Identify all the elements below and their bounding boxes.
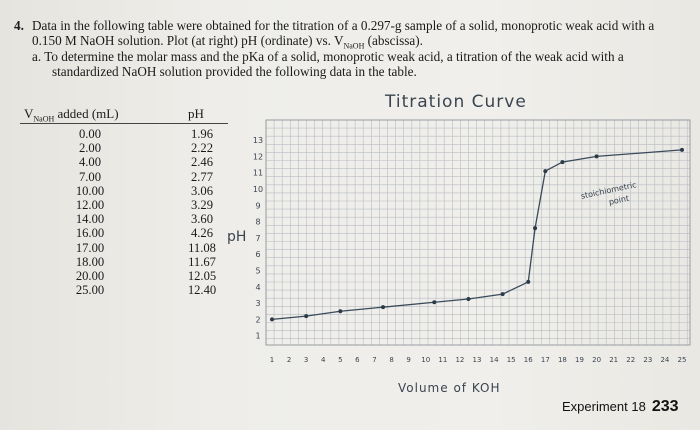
table-cell-volumes: 2.00: [78, 141, 102, 156]
x-tick-label: 11: [438, 356, 447, 364]
x-tick-label: 3: [304, 356, 308, 364]
x-tick-label: 2: [287, 356, 291, 364]
handwritten-x-label: Volume of KOH: [398, 381, 501, 395]
table-cell-ph: 12.40: [187, 283, 217, 298]
x-tick-label: 22: [626, 356, 635, 364]
data-point: [381, 305, 386, 310]
table-cell-volumes: 16.00: [75, 226, 105, 241]
data-point: [270, 317, 274, 322]
problem-number: 4.: [14, 18, 24, 33]
y-tick-label: 2: [255, 315, 260, 324]
x-tick-label: 1: [270, 356, 274, 364]
data-point: [526, 279, 531, 284]
table-cell-volumes: 20.00: [75, 269, 105, 284]
x-tick-label: 23: [643, 356, 652, 364]
x-tick-label: 20: [592, 356, 601, 364]
data-point: [543, 169, 548, 174]
table-cell-volumes: 25.00: [75, 283, 105, 298]
table-cell-volumes: 18.00: [75, 254, 105, 269]
x-tick-label: 24: [660, 356, 669, 364]
table-cell-volumes: 7.00: [78, 169, 102, 184]
table-cell-ph: 3.60: [190, 212, 214, 227]
table-cell-volumes: 0.00: [78, 127, 102, 141]
page-footer: Experiment 18 233: [562, 398, 679, 415]
table-cell-ph: 2.77: [190, 169, 214, 184]
table-cell-ph: 3.06: [190, 183, 214, 198]
problem-line-1: Data in the following table were obtaine…: [32, 18, 655, 33]
table-rule: [20, 123, 228, 124]
table-cell-ph: 11.67: [188, 254, 216, 269]
table-column-volume: 0.00 2.00 4.00 7.00 10.00 12.00 14.00 16.00 17.0…: [64, 127, 116, 297]
x-tick-label: 17: [541, 356, 550, 364]
problem-line-2: 0.150 M NaOH solution. Plot (at right) p…: [32, 33, 423, 51]
handwritten-y-label: pH: [227, 229, 247, 245]
table-cell-ph: 2.22: [190, 141, 214, 156]
x-tick-label: 19: [575, 356, 584, 364]
table-cell-ph: 12.05: [187, 269, 217, 284]
problem-line-4: standardized NaOH solution provided the …: [52, 64, 417, 79]
table-column-ph: 1.96 2.22 2.46 2.77 3.06 3.29 3.60 4.26 11.08 11.…: [176, 127, 228, 297]
table-cell-ph: 4.26: [190, 226, 214, 241]
y-tick-label: 4: [255, 283, 260, 292]
x-tick-label: 6: [355, 356, 360, 364]
x-tick-label: 16: [524, 356, 533, 364]
titration-curve-line: [271, 149, 683, 321]
data-point: [533, 226, 538, 231]
x-tick-label: 12: [455, 356, 464, 364]
y-tick-label: 1: [255, 332, 260, 341]
data-point: [338, 309, 343, 314]
data-point: [594, 154, 599, 159]
x-tick-label: 18: [558, 356, 567, 364]
y-tick-label: 3: [255, 299, 260, 308]
x-tick-label: 13: [473, 356, 482, 364]
y-tick-label: 13: [253, 136, 263, 145]
table-cell-ph: 2.46: [190, 155, 214, 170]
x-tick-label: 21: [609, 356, 618, 364]
table-cell-volumes: 14.00: [75, 212, 105, 227]
x-tick-label: 8: [389, 356, 393, 364]
x-tick-label: 10: [421, 356, 430, 364]
table-cell-volumes: 4.00: [78, 155, 102, 170]
data-point: [680, 147, 684, 152]
table-cell-volumes: 17.00: [75, 240, 105, 255]
y-tick-label: 9: [255, 201, 260, 210]
grid-frame: [265, 119, 691, 346]
y-tick-label: 8: [255, 218, 260, 227]
x-tick-label: 7: [372, 356, 376, 364]
data-point: [432, 300, 437, 305]
handwritten-title: Titration Curve: [385, 92, 527, 112]
table-cell-volumes: 12.00: [75, 198, 105, 213]
y-tick-label: 6: [255, 250, 260, 259]
data-point: [304, 314, 309, 319]
x-tick-label: 9: [406, 356, 410, 364]
table-cell-volumes: 10.00: [75, 183, 105, 198]
y-tick-label: 11: [253, 169, 263, 178]
x-tick-label: 25: [678, 356, 687, 364]
table-cell-ph: 1.96: [190, 127, 214, 141]
x-tick-label: 15: [507, 356, 516, 364]
problem-line-3: a. To determine the molar mass and the p…: [32, 49, 624, 64]
y-tick-label: 12: [253, 152, 263, 161]
y-tick-label: 10: [253, 185, 263, 194]
table-cell-ph: 11.08: [188, 240, 216, 255]
x-tick-label: 14: [490, 356, 499, 364]
x-tick-label: 5: [338, 356, 342, 364]
y-tick-label: 7: [255, 234, 260, 243]
data-point: [500, 292, 505, 297]
data-point: [466, 297, 471, 302]
y-tick-label: 5: [255, 267, 260, 276]
table-cell-ph: 3.29: [190, 198, 214, 213]
table-header-ph: pH: [188, 106, 204, 121]
table-header-volume: VNaOH added (mL): [24, 106, 119, 124]
x-tick-label: 4: [321, 356, 326, 364]
data-point: [560, 160, 565, 165]
